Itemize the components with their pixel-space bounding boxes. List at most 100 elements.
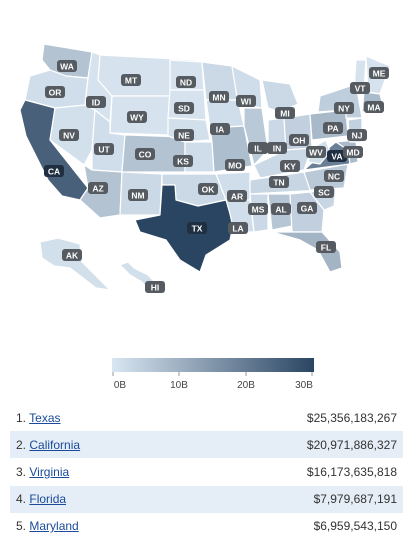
- state-label-box: [297, 202, 317, 214]
- state-label-box: [236, 95, 256, 107]
- state-label-box: [174, 102, 194, 114]
- ranking-row-4: 4. Florida $7,979,687,191: [10, 485, 403, 513]
- state-label-va: VA: [327, 150, 347, 162]
- rank-number: 1.: [16, 410, 27, 425]
- state-label-box: [334, 102, 354, 114]
- state-label-la: LA: [228, 222, 248, 234]
- state-label-box: [176, 76, 196, 88]
- state-label-pa: PA: [323, 122, 343, 134]
- state-label-text: AZ: [92, 184, 103, 194]
- state-label-text: SD: [178, 104, 190, 114]
- state-label-box: [57, 60, 77, 72]
- state-label-ky: KY: [280, 160, 300, 172]
- ranking-row-label: 1. Texas: [10, 404, 178, 431]
- us-map: WA OR CA NV ID MT WY UT CO AZ NM ND SD NE KS OK TX MN IA MO…: [19, 43, 391, 293]
- state-label-md: MD: [343, 146, 363, 158]
- state-label-box: [59, 129, 79, 141]
- state-label-box: [174, 129, 194, 141]
- state-label-box: [145, 281, 165, 293]
- state-label-text: OH: [293, 136, 306, 146]
- state-label-nm: NM: [128, 189, 148, 201]
- state-link-maryland[interactable]: Maryland: [29, 519, 79, 534]
- state-label-text: VA: [331, 152, 342, 162]
- state-label-box: [364, 101, 384, 113]
- state-link-virginia[interactable]: Virginia: [29, 464, 70, 479]
- ranking-row-label: 5. Maryland: [10, 513, 178, 540]
- color-legend: 0B 10B 20B 30B: [112, 358, 314, 391]
- state-link-california[interactable]: California: [29, 437, 81, 452]
- state-label-id: ID: [86, 96, 106, 108]
- state-label-oh: OH: [289, 134, 309, 146]
- state-label-box: [347, 129, 367, 141]
- ranking-amount: $25,356,183,267: [306, 410, 397, 425]
- state-label-al: AL: [271, 203, 291, 215]
- state-label-ny: NY: [334, 102, 354, 114]
- state-ak[interactable]: [39, 237, 111, 291]
- state-label-text: IA: [216, 125, 225, 135]
- state-label-box: [198, 183, 218, 195]
- state-label-fl: FL: [316, 241, 336, 253]
- rank-number: 5.: [16, 519, 27, 534]
- state-label-text: WV: [309, 148, 323, 158]
- state-label-wv: WV: [306, 146, 326, 158]
- state-label-ak: AK: [62, 249, 82, 261]
- state-label-text: MO: [228, 161, 242, 171]
- state-label-box: [369, 67, 389, 79]
- state-label-box: [45, 86, 65, 98]
- legend-tick-label-2: 20B: [237, 380, 255, 391]
- state-label-box: [324, 170, 344, 182]
- state-label-box: [187, 222, 207, 234]
- state-label-sd: SD: [174, 102, 194, 114]
- state-label-sc: SC: [314, 186, 334, 198]
- state-label-nj: NJ: [347, 129, 367, 141]
- state-label-text: AL: [275, 205, 286, 215]
- state-label-text: GA: [301, 204, 314, 214]
- state-label-hi: HI: [145, 281, 165, 293]
- state-label-box: [275, 107, 295, 119]
- state-label-box: [316, 241, 336, 253]
- state-label-ut: UT: [94, 143, 114, 155]
- state-label-text: OK: [202, 185, 216, 195]
- state-label-box: [228, 222, 248, 234]
- state-tx[interactable]: [134, 184, 235, 273]
- ranking-row-3: 3. Virginia $16,173,635,818: [10, 458, 403, 485]
- state-label-text: CO: [139, 150, 152, 160]
- state-label-text: WI: [241, 97, 251, 107]
- state-label-text: NJ: [352, 131, 363, 141]
- ranking-amount: $16,173,635,818: [306, 464, 397, 479]
- state-label-text: NE: [178, 131, 190, 141]
- state-label-text: ID: [92, 98, 101, 108]
- state-label-text: KY: [284, 162, 296, 172]
- state-label-il: IL: [248, 142, 268, 154]
- state-label-or: OR: [45, 86, 65, 98]
- state-label-mi: MI: [275, 107, 295, 119]
- state-label-box: [343, 146, 363, 158]
- state-label-wy: WY: [127, 111, 147, 123]
- state-label-box: [209, 91, 229, 103]
- state-label-text: AK: [66, 251, 79, 261]
- state-label-me: ME: [369, 67, 389, 79]
- state-link-texas[interactable]: Texas: [29, 410, 61, 425]
- state-label-nv: NV: [59, 129, 79, 141]
- legend-tick-label-3: 30B: [295, 380, 313, 391]
- state-label-ia: IA: [210, 123, 230, 135]
- state-label-vt: VT: [350, 82, 370, 94]
- state-label-ar: AR: [227, 190, 247, 202]
- state-label-text: PA: [327, 124, 338, 134]
- state-label-text: AR: [231, 192, 243, 202]
- state-label-text: WY: [130, 113, 144, 123]
- state-label-box: [269, 176, 289, 188]
- state-label-box: [88, 182, 108, 194]
- state-label-text: UT: [98, 145, 110, 155]
- state-label-co: CO: [135, 148, 155, 160]
- state-link-florida[interactable]: Florida: [29, 492, 67, 507]
- state-label-box: [271, 203, 291, 215]
- ranking-row-label: 3. Virginia: [10, 458, 178, 485]
- ranking-amount: $20,971,886,327: [306, 437, 397, 452]
- state-label-text: NV: [63, 131, 75, 141]
- state-label-box: [227, 190, 247, 202]
- state-label-text: IL: [254, 144, 262, 154]
- state-label-text: MN: [212, 93, 225, 103]
- state-label-mo: MO: [225, 159, 245, 171]
- state-label-box: [248, 203, 268, 215]
